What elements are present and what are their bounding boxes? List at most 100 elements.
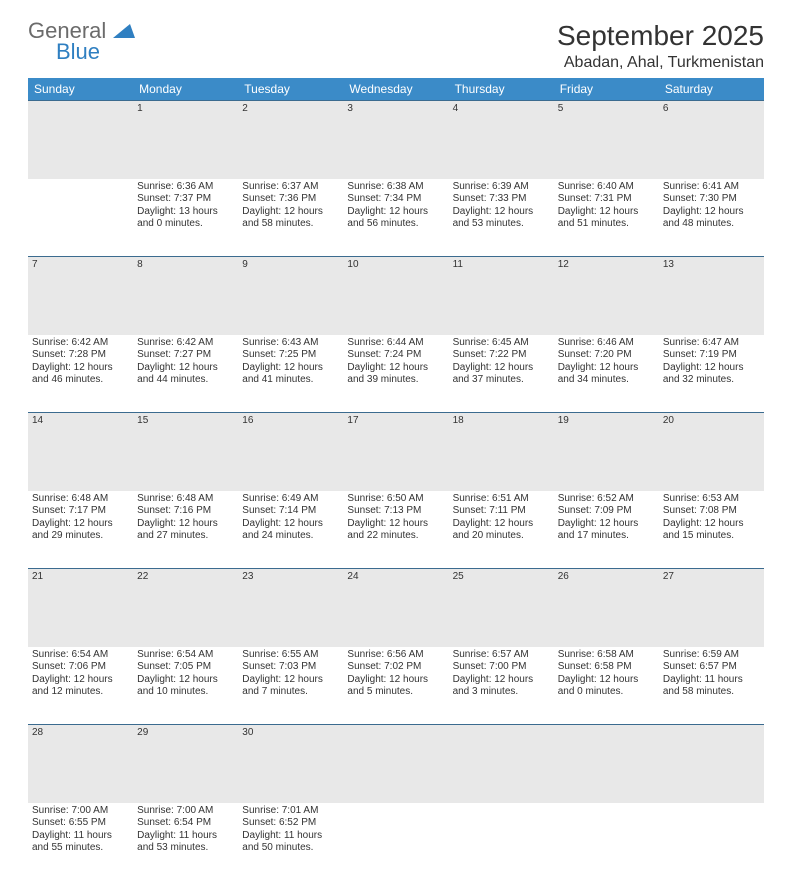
day-cell-line: Sunset: 6:55 PM [32, 817, 129, 830]
day-cell-line: Daylight: 12 hours [347, 674, 444, 687]
weekday-thursday: Thursday [449, 78, 554, 101]
day-cell-line: and 0 minutes. [558, 686, 655, 699]
day-cell-line: Daylight: 12 hours [137, 518, 234, 531]
day-cell-line: and 39 minutes. [347, 374, 444, 387]
month-title: September 2025 [557, 20, 764, 52]
daynum-row: 282930 [28, 725, 764, 803]
day-cell-line: Sunrise: 7:01 AM [242, 805, 339, 818]
day-cell-line: Sunset: 7:14 PM [242, 505, 339, 518]
day-number: 11 [449, 257, 554, 335]
day-cell-line: Daylight: 12 hours [453, 674, 550, 687]
day-cell-line: Sunrise: 6:58 AM [558, 649, 655, 662]
day-cell-line: Sunrise: 6:45 AM [453, 337, 550, 350]
day-cell-line: Sunset: 7:00 PM [453, 661, 550, 674]
day-number: 25 [449, 569, 554, 647]
day-cell-line: Sunset: 7:17 PM [32, 505, 129, 518]
day-cell-line: Daylight: 12 hours [558, 674, 655, 687]
day-cell-line: Daylight: 11 hours [242, 830, 339, 843]
day-cell-line: Daylight: 11 hours [137, 830, 234, 843]
day-cell-line: and 3 minutes. [453, 686, 550, 699]
day-cell-line: Sunset: 7:08 PM [663, 505, 760, 518]
day-cell [449, 803, 554, 881]
day-cell-line: Daylight: 12 hours [558, 362, 655, 375]
day-cell-line: and 53 minutes. [137, 842, 234, 855]
day-number: 3 [343, 101, 448, 179]
day-cell [554, 803, 659, 881]
day-cell-line: Daylight: 12 hours [558, 206, 655, 219]
day-cell-line: Daylight: 12 hours [32, 362, 129, 375]
location: Abadan, Ahal, Turkmenistan [557, 54, 764, 72]
day-number: 28 [28, 725, 133, 803]
day-cell-line: Sunrise: 6:42 AM [137, 337, 234, 350]
day-number: 6 [659, 101, 764, 179]
day-cell-line: and 5 minutes. [347, 686, 444, 699]
weekday-monday: Monday [133, 78, 238, 101]
weekday-tuesday: Tuesday [238, 78, 343, 101]
day-cell: Sunrise: 6:40 AMSunset: 7:31 PMDaylight:… [554, 179, 659, 257]
day-number: 18 [449, 413, 554, 491]
day-cell-line: and 29 minutes. [32, 530, 129, 543]
day-cell: Sunrise: 7:00 AMSunset: 6:55 PMDaylight:… [28, 803, 133, 881]
day-cell-line: Sunset: 7:11 PM [453, 505, 550, 518]
calendar-page: General Blue September 2025 Abadan, Ahal… [0, 0, 792, 881]
day-number: 19 [554, 413, 659, 491]
day-cell-line: Daylight: 12 hours [242, 206, 339, 219]
daynum-row: 21222324252627 [28, 569, 764, 647]
day-cell: Sunrise: 6:42 AMSunset: 7:28 PMDaylight:… [28, 335, 133, 413]
day-cell-line: Sunrise: 6:36 AM [137, 181, 234, 194]
day-cell-line: and 27 minutes. [137, 530, 234, 543]
day-cell-line: Sunrise: 6:51 AM [453, 493, 550, 506]
day-cell-line: Sunset: 7:03 PM [242, 661, 339, 674]
day-cell: Sunrise: 6:48 AMSunset: 7:16 PMDaylight:… [133, 491, 238, 569]
calendar-body: 123456Sunrise: 6:36 AMSunset: 7:37 PMDay… [28, 101, 764, 881]
day-cell-line: Sunrise: 6:44 AM [347, 337, 444, 350]
day-cell: Sunrise: 6:41 AMSunset: 7:30 PMDaylight:… [659, 179, 764, 257]
day-cell-line: and 53 minutes. [453, 218, 550, 231]
day-cell-line: Sunrise: 6:40 AM [558, 181, 655, 194]
day-content-row: Sunrise: 7:00 AMSunset: 6:55 PMDaylight:… [28, 803, 764, 881]
day-cell-line: Daylight: 12 hours [242, 518, 339, 531]
day-number [343, 725, 448, 803]
day-cell-line: and 17 minutes. [558, 530, 655, 543]
day-cell: Sunrise: 6:57 AMSunset: 7:00 PMDaylight:… [449, 647, 554, 725]
title-block: September 2025 Abadan, Ahal, Turkmenista… [557, 20, 764, 72]
day-cell-line: Sunrise: 6:41 AM [663, 181, 760, 194]
day-cell-line: and 10 minutes. [137, 686, 234, 699]
day-cell-line: Sunset: 7:30 PM [663, 193, 760, 206]
day-cell-line: Sunset: 7:33 PM [453, 193, 550, 206]
day-number: 7 [28, 257, 133, 335]
day-cell-line: Sunrise: 6:52 AM [558, 493, 655, 506]
day-cell: Sunrise: 6:47 AMSunset: 7:19 PMDaylight:… [659, 335, 764, 413]
day-cell-line: and 46 minutes. [32, 374, 129, 387]
day-cell-line: Sunset: 6:52 PM [242, 817, 339, 830]
day-cell-line: and 20 minutes. [453, 530, 550, 543]
logo-text-block: General Blue [28, 20, 135, 63]
day-number: 9 [238, 257, 343, 335]
day-cell: Sunrise: 6:49 AMSunset: 7:14 PMDaylight:… [238, 491, 343, 569]
day-cell: Sunrise: 6:50 AMSunset: 7:13 PMDaylight:… [343, 491, 448, 569]
day-cell-line: Daylight: 12 hours [453, 206, 550, 219]
day-cell-line: Daylight: 12 hours [558, 518, 655, 531]
day-number: 5 [554, 101, 659, 179]
day-number: 21 [28, 569, 133, 647]
day-cell-line: and 56 minutes. [347, 218, 444, 231]
day-cell: Sunrise: 7:01 AMSunset: 6:52 PMDaylight:… [238, 803, 343, 881]
day-number: 27 [659, 569, 764, 647]
day-number: 23 [238, 569, 343, 647]
day-cell-line: Sunrise: 6:48 AM [137, 493, 234, 506]
day-cell-line: Sunset: 7:20 PM [558, 349, 655, 362]
day-cell-line: Daylight: 12 hours [663, 362, 760, 375]
calendar-table: Sunday Monday Tuesday Wednesday Thursday… [28, 78, 764, 881]
day-cell-line: and 37 minutes. [453, 374, 550, 387]
day-cell-line: Sunrise: 6:46 AM [558, 337, 655, 350]
logo-triangle-icon [113, 22, 135, 43]
day-cell-line: and 15 minutes. [663, 530, 760, 543]
day-cell-line: Sunset: 7:24 PM [347, 349, 444, 362]
daynum-row: 14151617181920 [28, 413, 764, 491]
day-cell: Sunrise: 6:54 AMSunset: 7:06 PMDaylight:… [28, 647, 133, 725]
day-cell-line: Sunrise: 6:49 AM [242, 493, 339, 506]
day-cell-line: Sunset: 7:09 PM [558, 505, 655, 518]
day-cell-line: Sunrise: 6:55 AM [242, 649, 339, 662]
day-cell: Sunrise: 6:59 AMSunset: 6:57 PMDaylight:… [659, 647, 764, 725]
weekday-header-row: Sunday Monday Tuesday Wednesday Thursday… [28, 78, 764, 101]
